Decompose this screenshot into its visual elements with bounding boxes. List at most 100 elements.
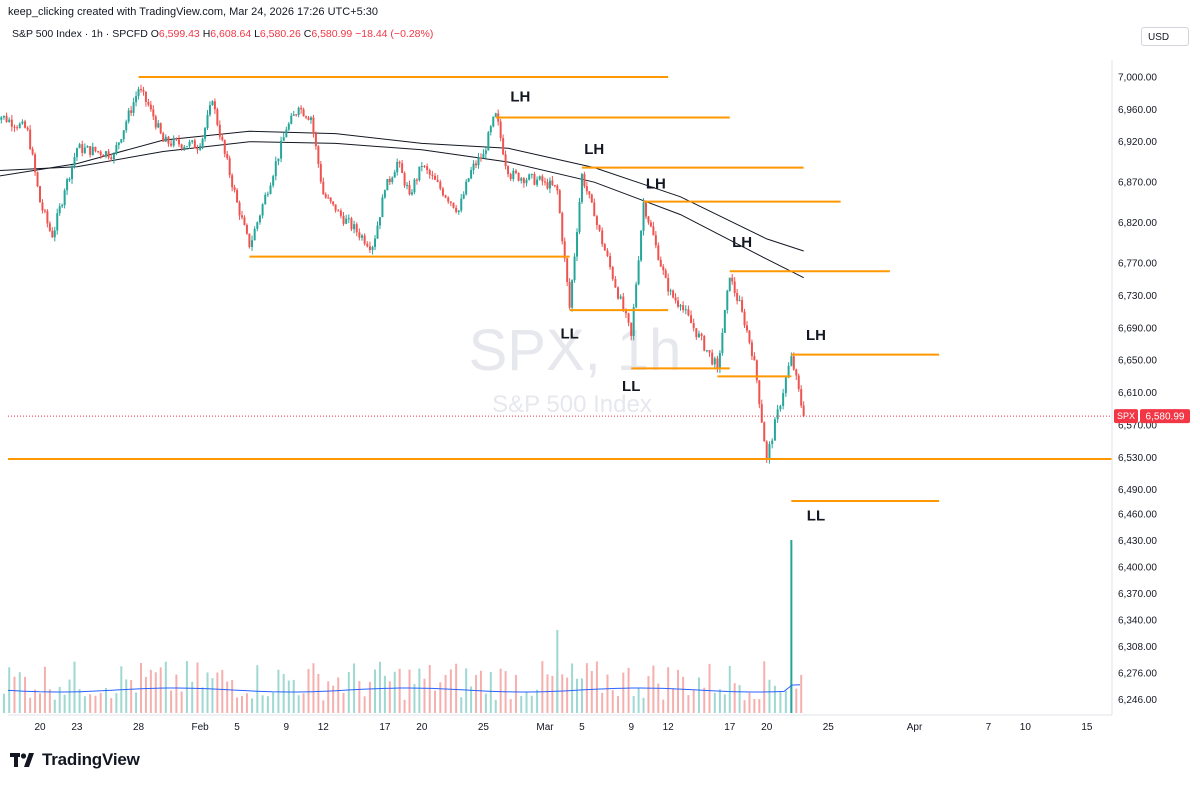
candle-down	[585, 181, 588, 195]
candle-down	[48, 221, 51, 233]
candle-down	[763, 421, 766, 442]
candle-up	[258, 214, 261, 225]
volume-bar	[164, 661, 167, 713]
volume-bar	[423, 678, 426, 713]
volume-bar	[576, 678, 579, 713]
candle-up	[135, 91, 138, 107]
volume-bar	[104, 687, 107, 713]
candle-up	[396, 158, 399, 176]
volume-bar	[657, 683, 660, 713]
lower-low-label: LL	[807, 507, 825, 524]
volume-bar	[78, 689, 81, 713]
candle-down	[743, 308, 746, 329]
y-axis[interactable]: 7,000.00 6,960.00 6,920.00 6,870.00 6,820.00…	[1118, 73, 1157, 707]
volume-bar	[692, 690, 695, 713]
candle-down	[26, 126, 29, 132]
candle-up	[465, 179, 468, 196]
candle-up	[63, 188, 66, 209]
candle-up	[472, 160, 475, 175]
candle-up	[393, 169, 396, 178]
low-label: L	[254, 28, 260, 40]
volume-bar	[378, 661, 381, 713]
candle-down	[659, 256, 662, 268]
currency-selector[interactable]: USD	[1141, 27, 1189, 46]
y-tick-label: 6,820.00	[1118, 218, 1157, 229]
candle-up	[484, 147, 487, 159]
candle-down	[568, 278, 571, 310]
volume-bar	[140, 663, 142, 713]
candle-down	[431, 170, 434, 180]
candle-up	[470, 166, 473, 180]
candle-down	[746, 321, 748, 333]
candle-up	[61, 203, 64, 209]
tradingview-logo[interactable]: TradingView	[10, 750, 140, 770]
candle-down	[162, 131, 165, 142]
horizontal-levels[interactable]	[8, 76, 1112, 503]
candle-down	[147, 98, 150, 107]
volume-bar	[611, 690, 614, 713]
last-price-value: 6,580.99	[1146, 412, 1185, 423]
candle-up	[548, 177, 551, 194]
candle-up	[528, 173, 531, 181]
candle-down	[652, 221, 655, 236]
volume-bar	[63, 694, 66, 713]
y-tick-label: 6,610.00	[1118, 388, 1157, 399]
candle-down	[736, 289, 739, 305]
candle-down	[324, 192, 327, 199]
x-axis[interactable]: 20 23 28 Feb 5 9 12 17 20 25 Mar 5 9 12 17 20 25 Apr 7 10 15	[34, 722, 1093, 733]
volume-bar	[18, 672, 21, 713]
volume-bar	[317, 673, 320, 713]
candle-down	[368, 241, 371, 253]
annotations: LH LH LH LH LH LL LL LL	[510, 88, 826, 524]
candle-up	[460, 193, 463, 213]
volume-bar	[24, 676, 27, 713]
volume-bar	[266, 696, 269, 713]
volume-bar	[418, 668, 421, 713]
volume-bar	[43, 666, 46, 713]
volume-bar	[347, 672, 350, 713]
moving-average-line	[0, 130, 804, 252]
candle-up	[538, 175, 541, 181]
volume-bar	[154, 672, 157, 713]
y-tick-label: 6,340.00	[1118, 616, 1157, 627]
candle-up	[201, 137, 204, 150]
volume-bar	[428, 664, 431, 713]
volume-bar	[530, 695, 533, 713]
candle-down	[606, 248, 609, 258]
x-tick-label: 12	[318, 722, 330, 733]
candle-down	[654, 231, 657, 249]
candle-down	[507, 165, 510, 178]
x-tick-label: 9	[284, 722, 290, 733]
candle-down	[307, 116, 310, 121]
x-tick-label: 20	[761, 722, 773, 733]
x-tick-label: 28	[133, 722, 145, 733]
last-price-symbol: SPX	[1117, 411, 1135, 421]
volume-bar	[408, 669, 411, 713]
symbol-legend[interactable]: S&P 500 Index · 1h · SPCFD O6,599.43 H6,…	[12, 28, 433, 40]
candle-up	[127, 107, 130, 124]
candle-down	[588, 191, 591, 199]
candle-down	[180, 143, 183, 151]
candle-down	[731, 274, 734, 285]
candle-up	[571, 279, 574, 312]
volume-bar	[571, 663, 574, 713]
candle-up	[73, 152, 76, 169]
volume-bar	[622, 672, 625, 713]
volume-bar	[272, 692, 275, 713]
candle-down	[558, 188, 561, 214]
candle-up	[457, 210, 460, 215]
candle-up	[191, 139, 194, 144]
x-tick-label: 7	[986, 722, 992, 733]
y-tick-label: 6,870.00	[1118, 178, 1157, 189]
candle-down	[434, 173, 437, 181]
candle-down	[159, 122, 162, 135]
candle-up	[120, 138, 123, 144]
volume-bar	[358, 681, 361, 713]
y-tick-label: 6,960.00	[1118, 105, 1157, 116]
y-tick-label: 7,000.00	[1118, 73, 1157, 84]
volume-bar	[211, 678, 214, 713]
candle-up	[204, 126, 207, 142]
volume-bar	[763, 661, 766, 713]
volume-bar	[728, 665, 731, 713]
